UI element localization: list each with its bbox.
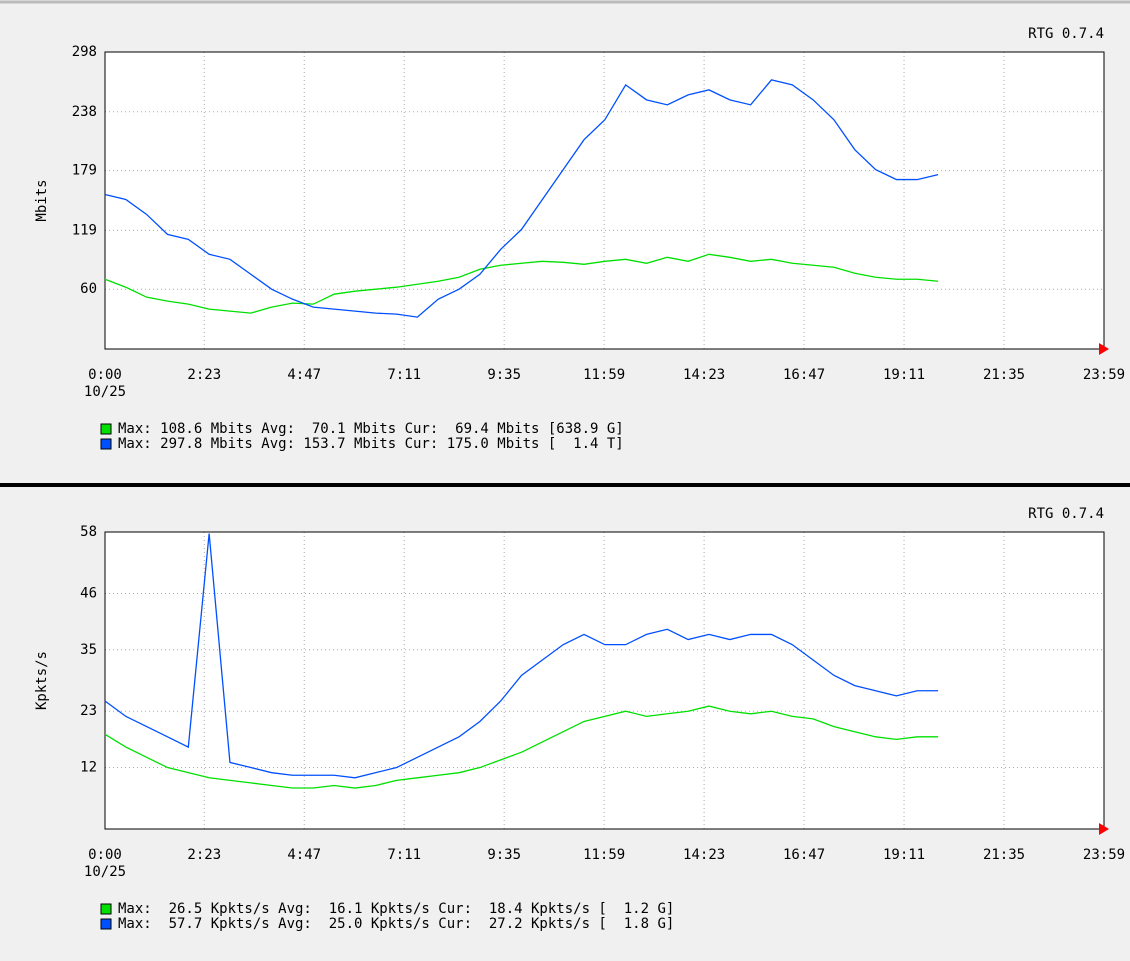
x-tick-label: 21:35 — [983, 847, 1025, 863]
series-line — [104, 705, 939, 789]
y-axis-label: Kpkts/s — [34, 651, 50, 710]
legend-entry: Max: 26.5 Kpkts/s Avg: 16.1 Kpkts/s Cur:… — [118, 901, 674, 917]
x-tick-label: 4:47 — [287, 847, 321, 863]
watermark: RTG 0.7.4 — [1028, 506, 1104, 522]
y-tick-label: 119 — [72, 222, 97, 238]
y-tick-label: 60 — [80, 281, 97, 297]
x-tick-label: 11:59 — [583, 367, 625, 383]
date-label: 10/25 — [84, 384, 126, 400]
x-tick-label: 11:59 — [583, 847, 625, 863]
axis-arrow — [1099, 343, 1109, 355]
y-tick-label: 23 — [80, 703, 97, 719]
plot-border — [104, 51, 1105, 350]
legend-entry: Max: 57.7 Kpkts/s Avg: 25.0 Kpkts/s Cur:… — [118, 916, 674, 932]
x-tick-label: 16:47 — [783, 367, 825, 383]
x-tick-label: 21:35 — [983, 367, 1025, 383]
axis-arrow — [1099, 823, 1109, 835]
y-tick-label: 58 — [80, 524, 97, 540]
x-tick-label: 2:23 — [187, 367, 221, 383]
legend-swatch — [100, 903, 112, 915]
watermark: RTG 0.7.4 — [1028, 26, 1104, 42]
x-tick-label: 0:00 — [88, 847, 122, 863]
y-tick-label: 12 — [80, 760, 97, 776]
x-tick-label: 14:23 — [683, 367, 725, 383]
series-line — [104, 533, 939, 779]
y-tick-label: 298 — [72, 44, 97, 60]
y-tick-label: 179 — [72, 163, 97, 179]
x-tick-label: 7:11 — [387, 367, 421, 383]
x-tick-label: 9:35 — [487, 367, 521, 383]
x-tick-label: 7:11 — [387, 847, 421, 863]
x-tick-label: 9:35 — [487, 847, 521, 863]
x-tick-label: 16:47 — [783, 847, 825, 863]
x-tick-label: 19:11 — [883, 847, 925, 863]
legend-swatch — [100, 423, 112, 435]
legend-swatch — [100, 918, 112, 930]
x-tick-label: 0:00 — [88, 367, 122, 383]
y-tick-label: 46 — [80, 585, 97, 601]
y-axis-label: Mbits — [34, 179, 50, 221]
legend-entry: Max: 108.6 Mbits Avg: 70.1 Mbits Cur: 69… — [118, 421, 624, 437]
legend-entry: Max: 297.8 Mbits Avg: 153.7 Mbits Cur: 1… — [118, 436, 624, 452]
date-label: 10/25 — [84, 864, 126, 880]
y-tick-label: 238 — [72, 104, 97, 120]
plot-border — [104, 531, 1105, 830]
series-line — [104, 253, 939, 314]
legend-swatch — [100, 438, 112, 450]
x-tick-label: 14:23 — [683, 847, 725, 863]
y-tick-label: 35 — [80, 642, 97, 658]
x-tick-label: 23:59 — [1083, 367, 1125, 383]
series-line — [104, 79, 939, 318]
x-tick-label: 4:47 — [287, 367, 321, 383]
x-tick-label: 2:23 — [187, 847, 221, 863]
x-tick-label: 23:59 — [1083, 847, 1125, 863]
x-tick-label: 19:11 — [883, 367, 925, 383]
separator — [0, 483, 1130, 487]
